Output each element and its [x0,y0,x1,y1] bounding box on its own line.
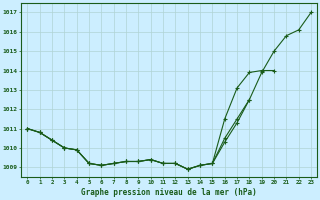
X-axis label: Graphe pression niveau de la mer (hPa): Graphe pression niveau de la mer (hPa) [81,188,257,197]
